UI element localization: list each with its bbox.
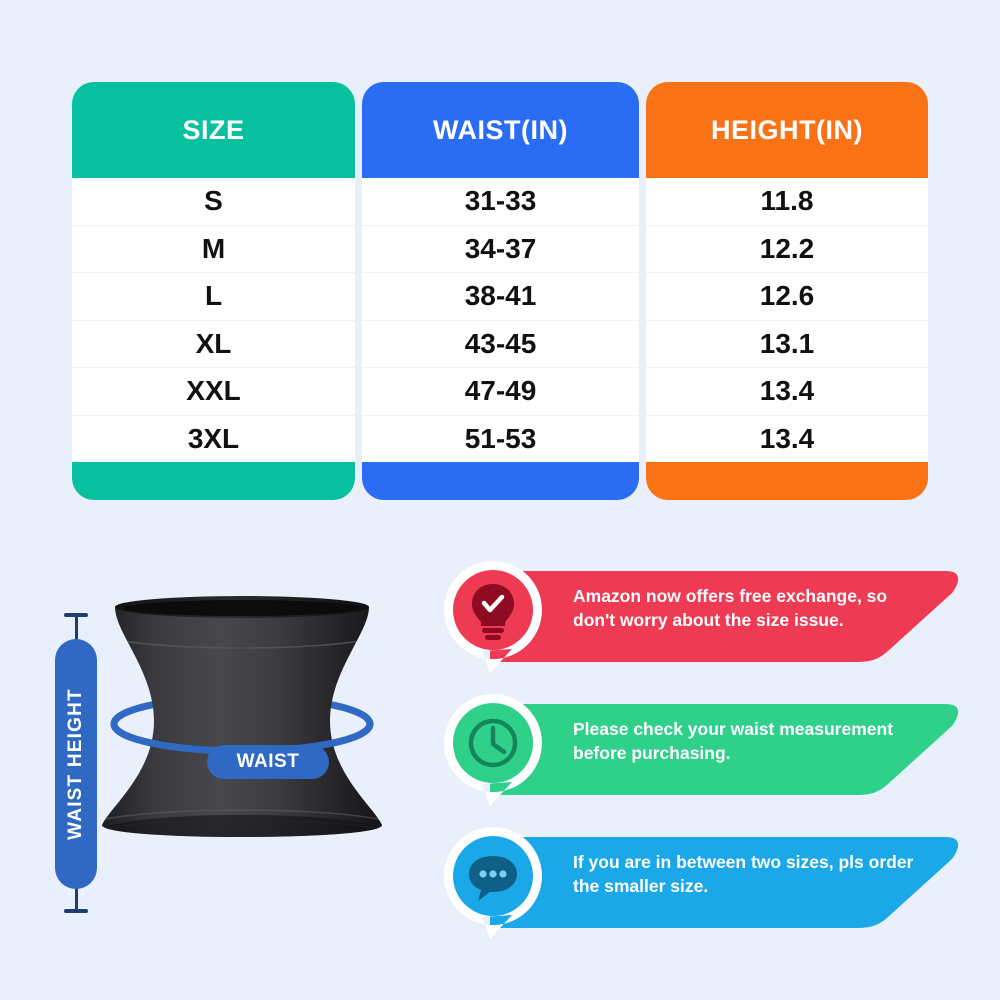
- clock-icon: [468, 718, 518, 768]
- waist-trainer-illustration: WAIST: [82, 593, 402, 863]
- gauge-cap-top: [64, 613, 88, 617]
- table-cell-size: XL: [72, 321, 355, 368]
- table-cell-waist: 43-45: [362, 321, 639, 368]
- table-cell-size: 3XL: [187, 422, 240, 454]
- gauge-cap-bottom: [64, 909, 88, 913]
- notice-item: Amazon now offers free exchange, so don'…: [438, 555, 983, 675]
- table-cell-waist: 51-53: [464, 422, 537, 454]
- waist-label-pill: WAIST: [207, 745, 329, 779]
- trainer-seams: [102, 638, 382, 837]
- table-cell-size: S: [72, 178, 355, 226]
- table-cell-waist: 31-33: [362, 178, 639, 226]
- height-column: HEIGHT(IN) 11.8 12.2 12.6 13.1 13.4 13.4: [646, 82, 928, 500]
- size-column-footer: [72, 462, 355, 500]
- table-cell-size: L: [72, 273, 355, 321]
- trainer-inner-opening: [124, 600, 360, 616]
- product-measurement-diagram: WAIST HEIGHT: [20, 565, 435, 965]
- lightbulb-check-icon: [472, 584, 514, 640]
- notice-ribbon: [490, 837, 959, 928]
- waist-height-gauge: WAIST HEIGHT: [48, 613, 104, 913]
- height-column-body: 11.8 12.2 12.6 13.1 13.4 13.4: [646, 178, 928, 462]
- notice-ribbon: [490, 704, 959, 795]
- table-cell-height: 12.6: [646, 273, 928, 321]
- waist-height-label-pill: WAIST HEIGHT: [55, 639, 97, 889]
- notice-badge: [443, 694, 542, 806]
- notices-list: Amazon now offers free exchange, so don'…: [438, 555, 983, 965]
- column-header-height: HEIGHT(IN): [646, 82, 928, 178]
- table-cell-height: 13.4: [646, 368, 928, 416]
- size-column-body: S M L XL XXL 3XL: [72, 178, 355, 462]
- height-column-footer: [646, 462, 928, 500]
- trainer-body: [102, 601, 382, 837]
- size-chart-table: SIZE S M L XL XXL 3XL WAIST(IN) 31-33 34…: [72, 82, 928, 500]
- notice-badge: [443, 827, 542, 939]
- chat-bubble-icon: [469, 856, 517, 901]
- waist-column-body: 31-33 34-37 38-41 43-45 47-49 51-53: [362, 178, 639, 462]
- waist-trainer-svg: [102, 596, 382, 837]
- waist-label: WAIST: [236, 751, 300, 772]
- notice-item: Please check your waist measurement befo…: [438, 688, 983, 808]
- table-cell-waist: 34-37: [362, 226, 639, 273]
- table-cell-height: 13.1: [646, 321, 928, 368]
- table-cell-size: XXL: [72, 368, 355, 416]
- table-cell-height: 12.2: [646, 226, 928, 273]
- size-column: SIZE S M L XL XXL 3XL: [72, 82, 355, 500]
- notice-item: If you are in between two sizes, pls ord…: [438, 821, 983, 941]
- table-cell-height: 11.8: [646, 178, 928, 226]
- waist-column: WAIST(IN) 31-33 34-37 38-41 43-45 47-49 …: [362, 82, 639, 500]
- notice-text: Amazon now offers free exchange, so don'…: [573, 586, 888, 630]
- table-cell-waist: 38-41: [362, 273, 639, 321]
- table-cell-waist: 47-49: [362, 368, 639, 416]
- waist-column-footer: [362, 462, 639, 500]
- column-header-waist: WAIST(IN): [362, 82, 639, 178]
- notice-ribbon: [490, 571, 959, 662]
- notice-text: Please check your waist measurement befo…: [573, 719, 894, 763]
- column-header-size: SIZE: [72, 82, 355, 178]
- table-cell-size: M: [72, 226, 355, 273]
- notice-text: If you are in between two sizes, pls ord…: [573, 852, 914, 896]
- table-cell-height: 13.4: [759, 422, 815, 454]
- notice-badge: [443, 561, 542, 673]
